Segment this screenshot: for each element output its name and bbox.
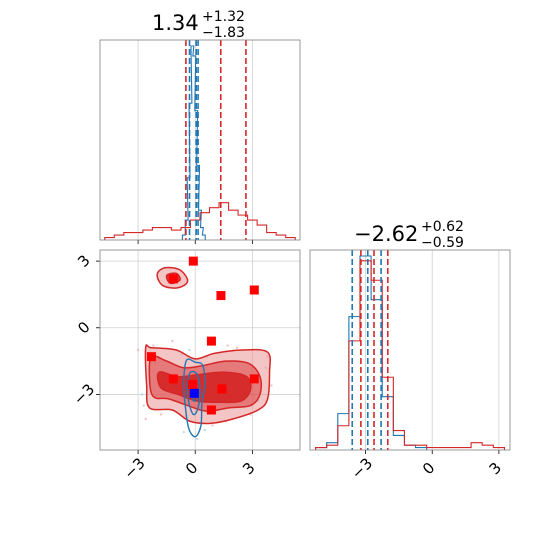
marker-red <box>216 291 226 301</box>
hist2-tick-label-x: −3 <box>348 454 376 482</box>
scatter-sample-blue <box>182 431 186 434</box>
joint-tick-label-x: 0 <box>182 459 201 478</box>
quantile-lines-param-2 <box>351 250 389 450</box>
scatter-sample-red <box>159 413 163 416</box>
histogram-panel-param-1 <box>99 39 301 244</box>
quantile-lines-param-1 <box>185 40 247 240</box>
scatter-sample-red <box>270 384 273 387</box>
marker-blue <box>189 388 199 398</box>
title-param-1: 1.34 +1.32 −1.83 <box>152 9 245 41</box>
marker-red <box>206 336 216 346</box>
marker-red <box>217 384 227 394</box>
joint-markers <box>146 256 259 415</box>
joint-tick-label-y: −3 <box>70 380 98 408</box>
scatter-sample-red <box>235 346 239 349</box>
histogram-panel-param-1-frame <box>99 39 301 241</box>
histogram-param-1-blue <box>181 45 206 240</box>
histogram-panel-param-2-frame <box>309 249 511 451</box>
marker-red <box>146 352 156 362</box>
title-param-1-value: 1.34 <box>152 11 199 35</box>
title-param-2-upper-error: +0.62 <box>421 219 464 235</box>
marker-red <box>249 374 259 384</box>
histogram-panel-param-2-background <box>310 250 510 450</box>
histogram-param-1-red <box>104 202 296 240</box>
title-param-2-value: −2.62 <box>354 222 418 246</box>
marker-red <box>187 379 197 389</box>
title-param-1-lower-error: −1.83 <box>202 25 245 41</box>
hist2-tick-label-x: 3 <box>486 459 505 478</box>
scatter-sample-blue <box>195 437 199 441</box>
contour-blue <box>186 370 201 416</box>
scatter-sample-red <box>171 339 174 343</box>
scatter-sample-blue <box>203 428 206 432</box>
histogram-param-2-red-step <box>315 260 505 450</box>
joint-panel-frame <box>99 249 301 451</box>
contour-blue <box>183 358 206 438</box>
scatter-sample-red <box>226 344 229 347</box>
histogram-panel-param-2-grid <box>365 250 500 450</box>
marker-red <box>188 256 198 266</box>
marker-red <box>168 274 178 284</box>
marker-red <box>206 405 216 415</box>
scatter-sample-red <box>136 348 140 352</box>
histogram-panel-param-2: −3 0 3 <box>309 249 511 483</box>
histogram-panel-param-1-ticks <box>137 240 253 244</box>
scatter-sample-red <box>211 424 214 427</box>
hist2-tick-label-x: 0 <box>419 459 438 478</box>
scatter-sample-blue <box>140 393 144 396</box>
histogram-panel-param-2-ticks: −3 0 3 <box>348 450 505 483</box>
joint-tick-label-y: 0 <box>74 318 93 337</box>
joint-tick-label-x: 3 <box>239 459 258 478</box>
joint-panel: −3 0 3 −3 0 3 <box>70 249 301 483</box>
histogram-panel-param-1-background <box>100 40 300 240</box>
histogram-param-1-red-step <box>104 202 296 240</box>
histogram-param-2-red <box>315 260 505 450</box>
joint-tick-label-x: −3 <box>120 454 148 482</box>
marker-red <box>168 374 178 384</box>
joint-tick-label-y: 3 <box>74 251 93 270</box>
scatter-sample-red <box>142 404 146 407</box>
title-param-2: −2.62 +0.62 −0.59 <box>354 219 464 251</box>
scatter-sample-red <box>152 344 155 347</box>
histogram-param-1-blue-step <box>181 45 206 240</box>
title-param-1-upper-error: +1.32 <box>202 9 245 25</box>
scatter-sample-red <box>144 417 147 421</box>
marker-red <box>249 285 259 295</box>
scatter-sample-blue <box>188 348 191 352</box>
title-param-2-lower-error: −0.59 <box>421 235 464 251</box>
